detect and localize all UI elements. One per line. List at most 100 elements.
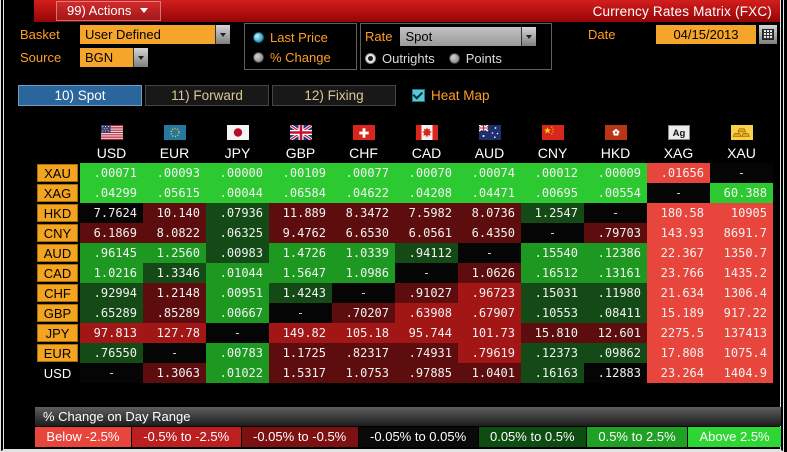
tab-11-forward[interactable]: 11) Forward: [145, 84, 269, 106]
radio-rate-points[interactable]: Points: [448, 48, 502, 68]
cell-xag-cny[interactable]: .00695: [521, 183, 584, 203]
cell-xag-cad[interactable]: .04208: [395, 183, 458, 203]
cell-jpy-eur[interactable]: 127.78: [143, 323, 206, 343]
cell-cad-gbp[interactable]: 1.5647: [269, 263, 332, 283]
cell-jpy-chf[interactable]: 105.18: [332, 323, 395, 343]
cell-hkd-cad[interactable]: 7.5982: [395, 203, 458, 223]
cell-hkd-chf[interactable]: 8.3472: [332, 203, 395, 223]
heat-map-toggle[interactable]: Heat Map: [412, 88, 490, 103]
cell-usd-cad[interactable]: .97885: [395, 363, 458, 383]
cell-xau-aud[interactable]: .00074: [458, 163, 521, 183]
actions-menu-button[interactable]: 99) Actions: [56, 1, 162, 21]
cell-eur-cad[interactable]: .74931: [395, 343, 458, 363]
cell-hkd-hkd[interactable]: -: [584, 203, 647, 223]
cell-gbp-cny[interactable]: .10553: [521, 303, 584, 323]
cell-eur-jpy[interactable]: .00783: [206, 343, 269, 363]
cell-hkd-aud[interactable]: 8.0736: [458, 203, 521, 223]
column-header-aud[interactable]: AUD: [458, 113, 521, 163]
cell-cny-xag[interactable]: 143.93: [647, 223, 710, 243]
cell-chf-eur[interactable]: 1.2148: [143, 283, 206, 303]
column-header-xag[interactable]: Ag XAG: [647, 113, 710, 163]
cell-gbp-chf[interactable]: .70207: [332, 303, 395, 323]
cell-cad-aud[interactable]: 1.0626: [458, 263, 521, 283]
cell-eur-gbp[interactable]: 1.1725: [269, 343, 332, 363]
radio-icon-last-price[interactable]: [253, 31, 264, 43]
cell-xag-gbp[interactable]: .06584: [269, 183, 332, 203]
cell-chf-xag[interactable]: 21.634: [647, 283, 710, 303]
cell-chf-usd[interactable]: .92994: [80, 283, 143, 303]
row-label-gbp[interactable]: GBP: [35, 303, 80, 323]
cell-aud-hkd[interactable]: .12386: [584, 243, 647, 263]
row-label-jpy[interactable]: JPY: [35, 323, 80, 343]
cell-aud-jpy[interactable]: .00983: [206, 243, 269, 263]
cell-usd-eur[interactable]: 1.3063: [143, 363, 206, 383]
source-select[interactable]: BGN: [80, 48, 148, 67]
row-label-chf[interactable]: CHF: [35, 283, 80, 303]
cell-jpy-hkd[interactable]: 12.601: [584, 323, 647, 343]
cell-hkd-eur[interactable]: 10.140: [143, 203, 206, 223]
cell-cad-chf[interactable]: 1.0986: [332, 263, 395, 283]
cell-cny-aud[interactable]: 6.4350: [458, 223, 521, 243]
rate-select[interactable]: Spot: [400, 27, 537, 46]
cell-xag-usd[interactable]: .04299: [80, 183, 143, 203]
column-header-xau[interactable]: XAU: [710, 113, 773, 163]
cell-jpy-cny[interactable]: 15.810: [521, 323, 584, 343]
tab-12-fixing[interactable]: 12) Fixing: [272, 84, 396, 106]
cell-usd-hkd[interactable]: .12883: [584, 363, 647, 383]
cell-xag-chf[interactable]: .04622: [332, 183, 395, 203]
cell-xau-jpy[interactable]: .00000: [206, 163, 269, 183]
cell-hkd-xag[interactable]: 180.58: [647, 203, 710, 223]
row-label-aud[interactable]: AUD: [35, 243, 80, 263]
cell-hkd-usd[interactable]: 7.7624: [80, 203, 143, 223]
cell-usd-cny[interactable]: .16163: [521, 363, 584, 383]
cell-chf-gbp[interactable]: 1.4243: [269, 283, 332, 303]
column-header-chf[interactable]: CHF: [332, 113, 395, 163]
cell-chf-chf[interactable]: -: [332, 283, 395, 303]
heat-map-checkbox-icon[interactable]: [412, 88, 425, 102]
radio-rate-outrights[interactable]: Outrights: [365, 48, 435, 68]
cell-aud-cny[interactable]: .15540: [521, 243, 584, 263]
cell-cny-cny[interactable]: -: [521, 223, 584, 243]
cell-xau-gbp[interactable]: .00109: [269, 163, 332, 183]
radio-icon-outrights[interactable]: [365, 52, 376, 64]
source-dropdown-arrow-icon[interactable]: [133, 48, 148, 67]
radio-price-change[interactable]: % Change: [253, 47, 348, 67]
cell-xau-cny[interactable]: .00012: [521, 163, 584, 183]
cell-xau-eur[interactable]: .00093: [143, 163, 206, 183]
cell-cny-jpy[interactable]: .06325: [206, 223, 269, 243]
cell-usd-jpy[interactable]: .01022: [206, 363, 269, 383]
radio-icon-points[interactable]: [448, 52, 460, 64]
cell-jpy-jpy[interactable]: -: [206, 323, 269, 343]
cell-xau-hkd[interactable]: .00009: [584, 163, 647, 183]
cell-eur-hkd[interactable]: .09862: [584, 343, 647, 363]
calendar-button[interactable]: [759, 25, 777, 44]
cell-xau-usd[interactable]: .00071: [80, 163, 143, 183]
cell-aud-chf[interactable]: 1.0339: [332, 243, 395, 263]
row-label-usd[interactable]: USD: [35, 363, 80, 383]
cell-chf-jpy[interactable]: .00951: [206, 283, 269, 303]
cell-cad-hkd[interactable]: .13161: [584, 263, 647, 283]
cell-aud-usd[interactable]: .96145: [80, 243, 143, 263]
cell-hkd-cny[interactable]: 1.2547: [521, 203, 584, 223]
cell-xau-xag[interactable]: .01656: [647, 163, 710, 183]
cell-eur-cny[interactable]: .12373: [521, 343, 584, 363]
cell-cny-eur[interactable]: 8.0822: [143, 223, 206, 243]
cell-xag-aud[interactable]: .04471: [458, 183, 521, 203]
cell-eur-xau[interactable]: 1075.4: [710, 343, 773, 363]
cell-eur-usd[interactable]: .76550: [80, 343, 143, 363]
tab-10-spot[interactable]: 10) Spot: [18, 84, 142, 106]
cell-gbp-xau[interactable]: 917.22: [710, 303, 773, 323]
cell-jpy-gbp[interactable]: 149.82: [269, 323, 332, 343]
column-header-gbp[interactable]: GBP: [269, 113, 332, 163]
cell-xau-chf[interactable]: .00077: [332, 163, 395, 183]
cell-cad-jpy[interactable]: .01044: [206, 263, 269, 283]
cell-usd-chf[interactable]: 1.0753: [332, 363, 395, 383]
cell-chf-cad[interactable]: .91027: [395, 283, 458, 303]
cell-eur-aud[interactable]: .79619: [458, 343, 521, 363]
cell-aud-xag[interactable]: 22.367: [647, 243, 710, 263]
cell-usd-xau[interactable]: 1404.9: [710, 363, 773, 383]
cell-cny-hkd[interactable]: .79703: [584, 223, 647, 243]
column-header-cad[interactable]: CAD: [395, 113, 458, 163]
cell-xag-hkd[interactable]: .00554: [584, 183, 647, 203]
cell-xau-xau[interactable]: -: [710, 163, 773, 183]
